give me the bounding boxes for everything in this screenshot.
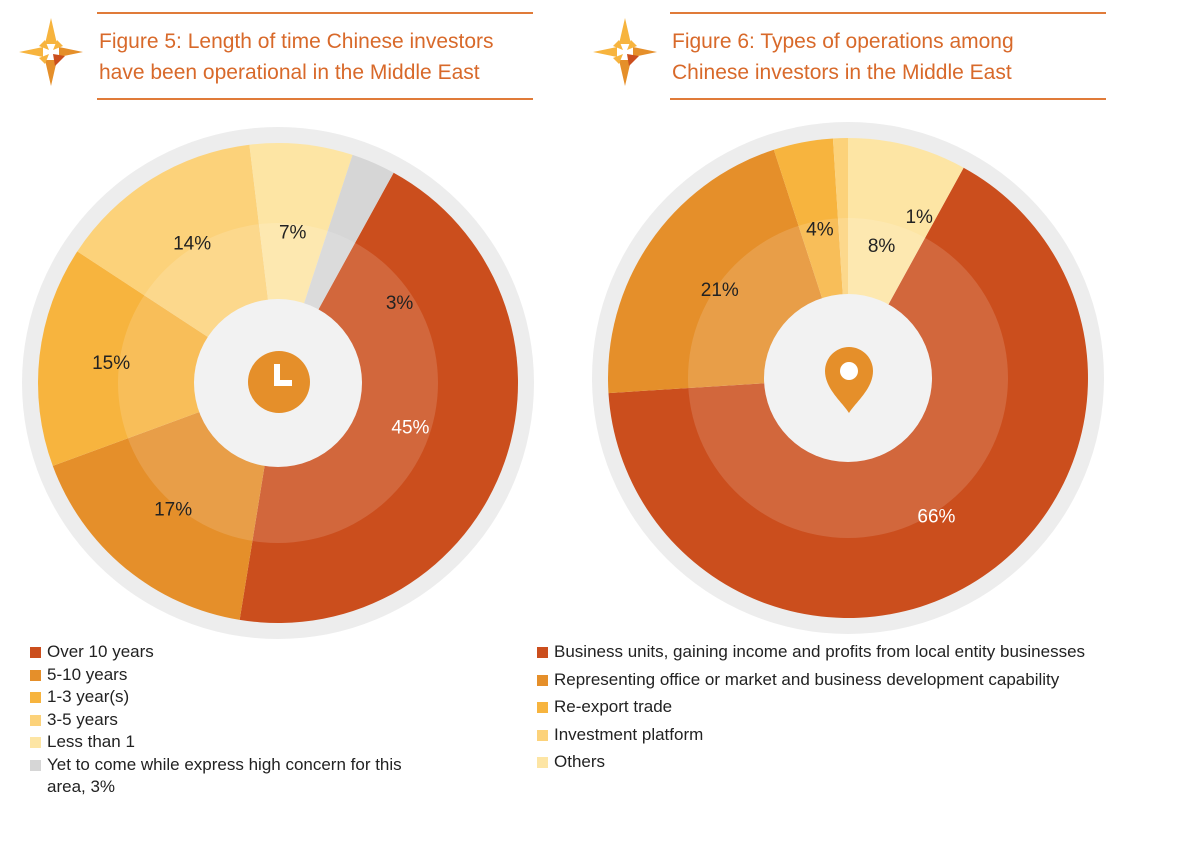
data-label-5: 8% bbox=[868, 236, 896, 257]
figure-6-title-block: Figure 6: Types of operations among Chin… bbox=[670, 12, 1106, 100]
figure-6-title: Figure 6: Types of operations among Chin… bbox=[672, 30, 1014, 84]
figure-5-legend: Over 10 years 5-10 years 1-3 year(s) 3-5 ye… bbox=[30, 641, 430, 799]
legend-item: 1-3 year(s) bbox=[30, 686, 430, 709]
data-label-1: 45% bbox=[391, 418, 429, 439]
legend-label: Investment platform bbox=[554, 724, 704, 744]
legend-label: Representing office or market and busine… bbox=[554, 669, 1060, 689]
figure-6-pie-chart: 66% 21% 4% 1% 8% bbox=[592, 122, 1104, 634]
figure-5-pie-chart: 45% 17% 15% 14% 7% 3% bbox=[22, 127, 534, 639]
legend-swatch bbox=[30, 714, 41, 726]
figure-6-panel: Figure 6: Types of operations among Chin… bbox=[537, 0, 1203, 845]
title-rule-bottom bbox=[97, 98, 533, 100]
legend-label: Yet to come while express high concern f… bbox=[47, 754, 402, 797]
legend-item: Yet to come while express high concern f… bbox=[30, 754, 430, 799]
legend-label: Less than 1 bbox=[47, 732, 135, 751]
compass-star-logo bbox=[19, 18, 83, 86]
legend-item: Investment platform bbox=[537, 724, 1197, 747]
legend-label: Others bbox=[554, 752, 606, 771]
legend-label: 1-3 year(s) bbox=[47, 687, 130, 706]
legend-item: Less than 1 bbox=[30, 731, 430, 754]
legend-item: Representing office or market and busine… bbox=[537, 669, 1197, 692]
legend-item: 5-10 years bbox=[30, 664, 430, 687]
legend-label: Re-export trade bbox=[554, 697, 673, 716]
legend-item: 3-5 years bbox=[30, 709, 430, 732]
pie-slice-3 bbox=[38, 251, 279, 466]
legend-swatch bbox=[30, 647, 41, 658]
location-pin-icon bbox=[825, 347, 873, 413]
title-rule-bottom bbox=[670, 98, 1106, 100]
legend-swatch bbox=[537, 674, 548, 686]
data-label-6: 3% bbox=[386, 293, 414, 314]
legend-swatch bbox=[30, 737, 41, 748]
legend-swatch bbox=[537, 647, 548, 658]
legend-swatch bbox=[30, 759, 41, 771]
legend-label: 3-5 years bbox=[47, 709, 118, 729]
data-label-3: 15% bbox=[92, 353, 130, 374]
figure-5-title: Figure 5: Length of time Chinese investo… bbox=[99, 30, 494, 84]
legend-item: Over 10 years bbox=[30, 641, 430, 664]
title-rule-top bbox=[97, 12, 533, 14]
data-label-1: 66% bbox=[917, 506, 955, 527]
figure-6-legend: Business units, gaining income and profi… bbox=[537, 641, 1197, 779]
data-label-5: 7% bbox=[279, 223, 307, 244]
clock-icon bbox=[248, 351, 310, 413]
compass-star-logo bbox=[593, 18, 657, 86]
data-label-4: 1% bbox=[905, 207, 933, 228]
legend-item: Others bbox=[537, 751, 1197, 774]
legend-swatch bbox=[30, 669, 41, 681]
data-label-4: 14% bbox=[173, 234, 211, 255]
legend-swatch bbox=[537, 757, 548, 768]
data-label-2: 21% bbox=[701, 280, 739, 301]
data-label-3: 4% bbox=[806, 220, 834, 241]
legend-item: Re-export trade bbox=[537, 696, 1197, 719]
figure-5-title-block: Figure 5: Length of time Chinese investo… bbox=[97, 12, 533, 100]
legend-label: 5-10 years bbox=[47, 664, 128, 684]
legend-label: Business units, gaining income and profi… bbox=[554, 642, 1086, 661]
legend-item: Business units, gaining income and profi… bbox=[537, 641, 1197, 664]
pie-slice-1 bbox=[239, 172, 519, 624]
legend-label: Over 10 years bbox=[47, 642, 154, 661]
legend-swatch bbox=[537, 702, 548, 713]
title-rule-top bbox=[670, 12, 1106, 14]
figure-5-panel: Figure 5: Length of time Chinese investo… bbox=[0, 0, 560, 845]
data-label-2: 17% bbox=[154, 499, 192, 520]
legend-swatch bbox=[30, 692, 41, 703]
legend-swatch bbox=[537, 729, 548, 741]
